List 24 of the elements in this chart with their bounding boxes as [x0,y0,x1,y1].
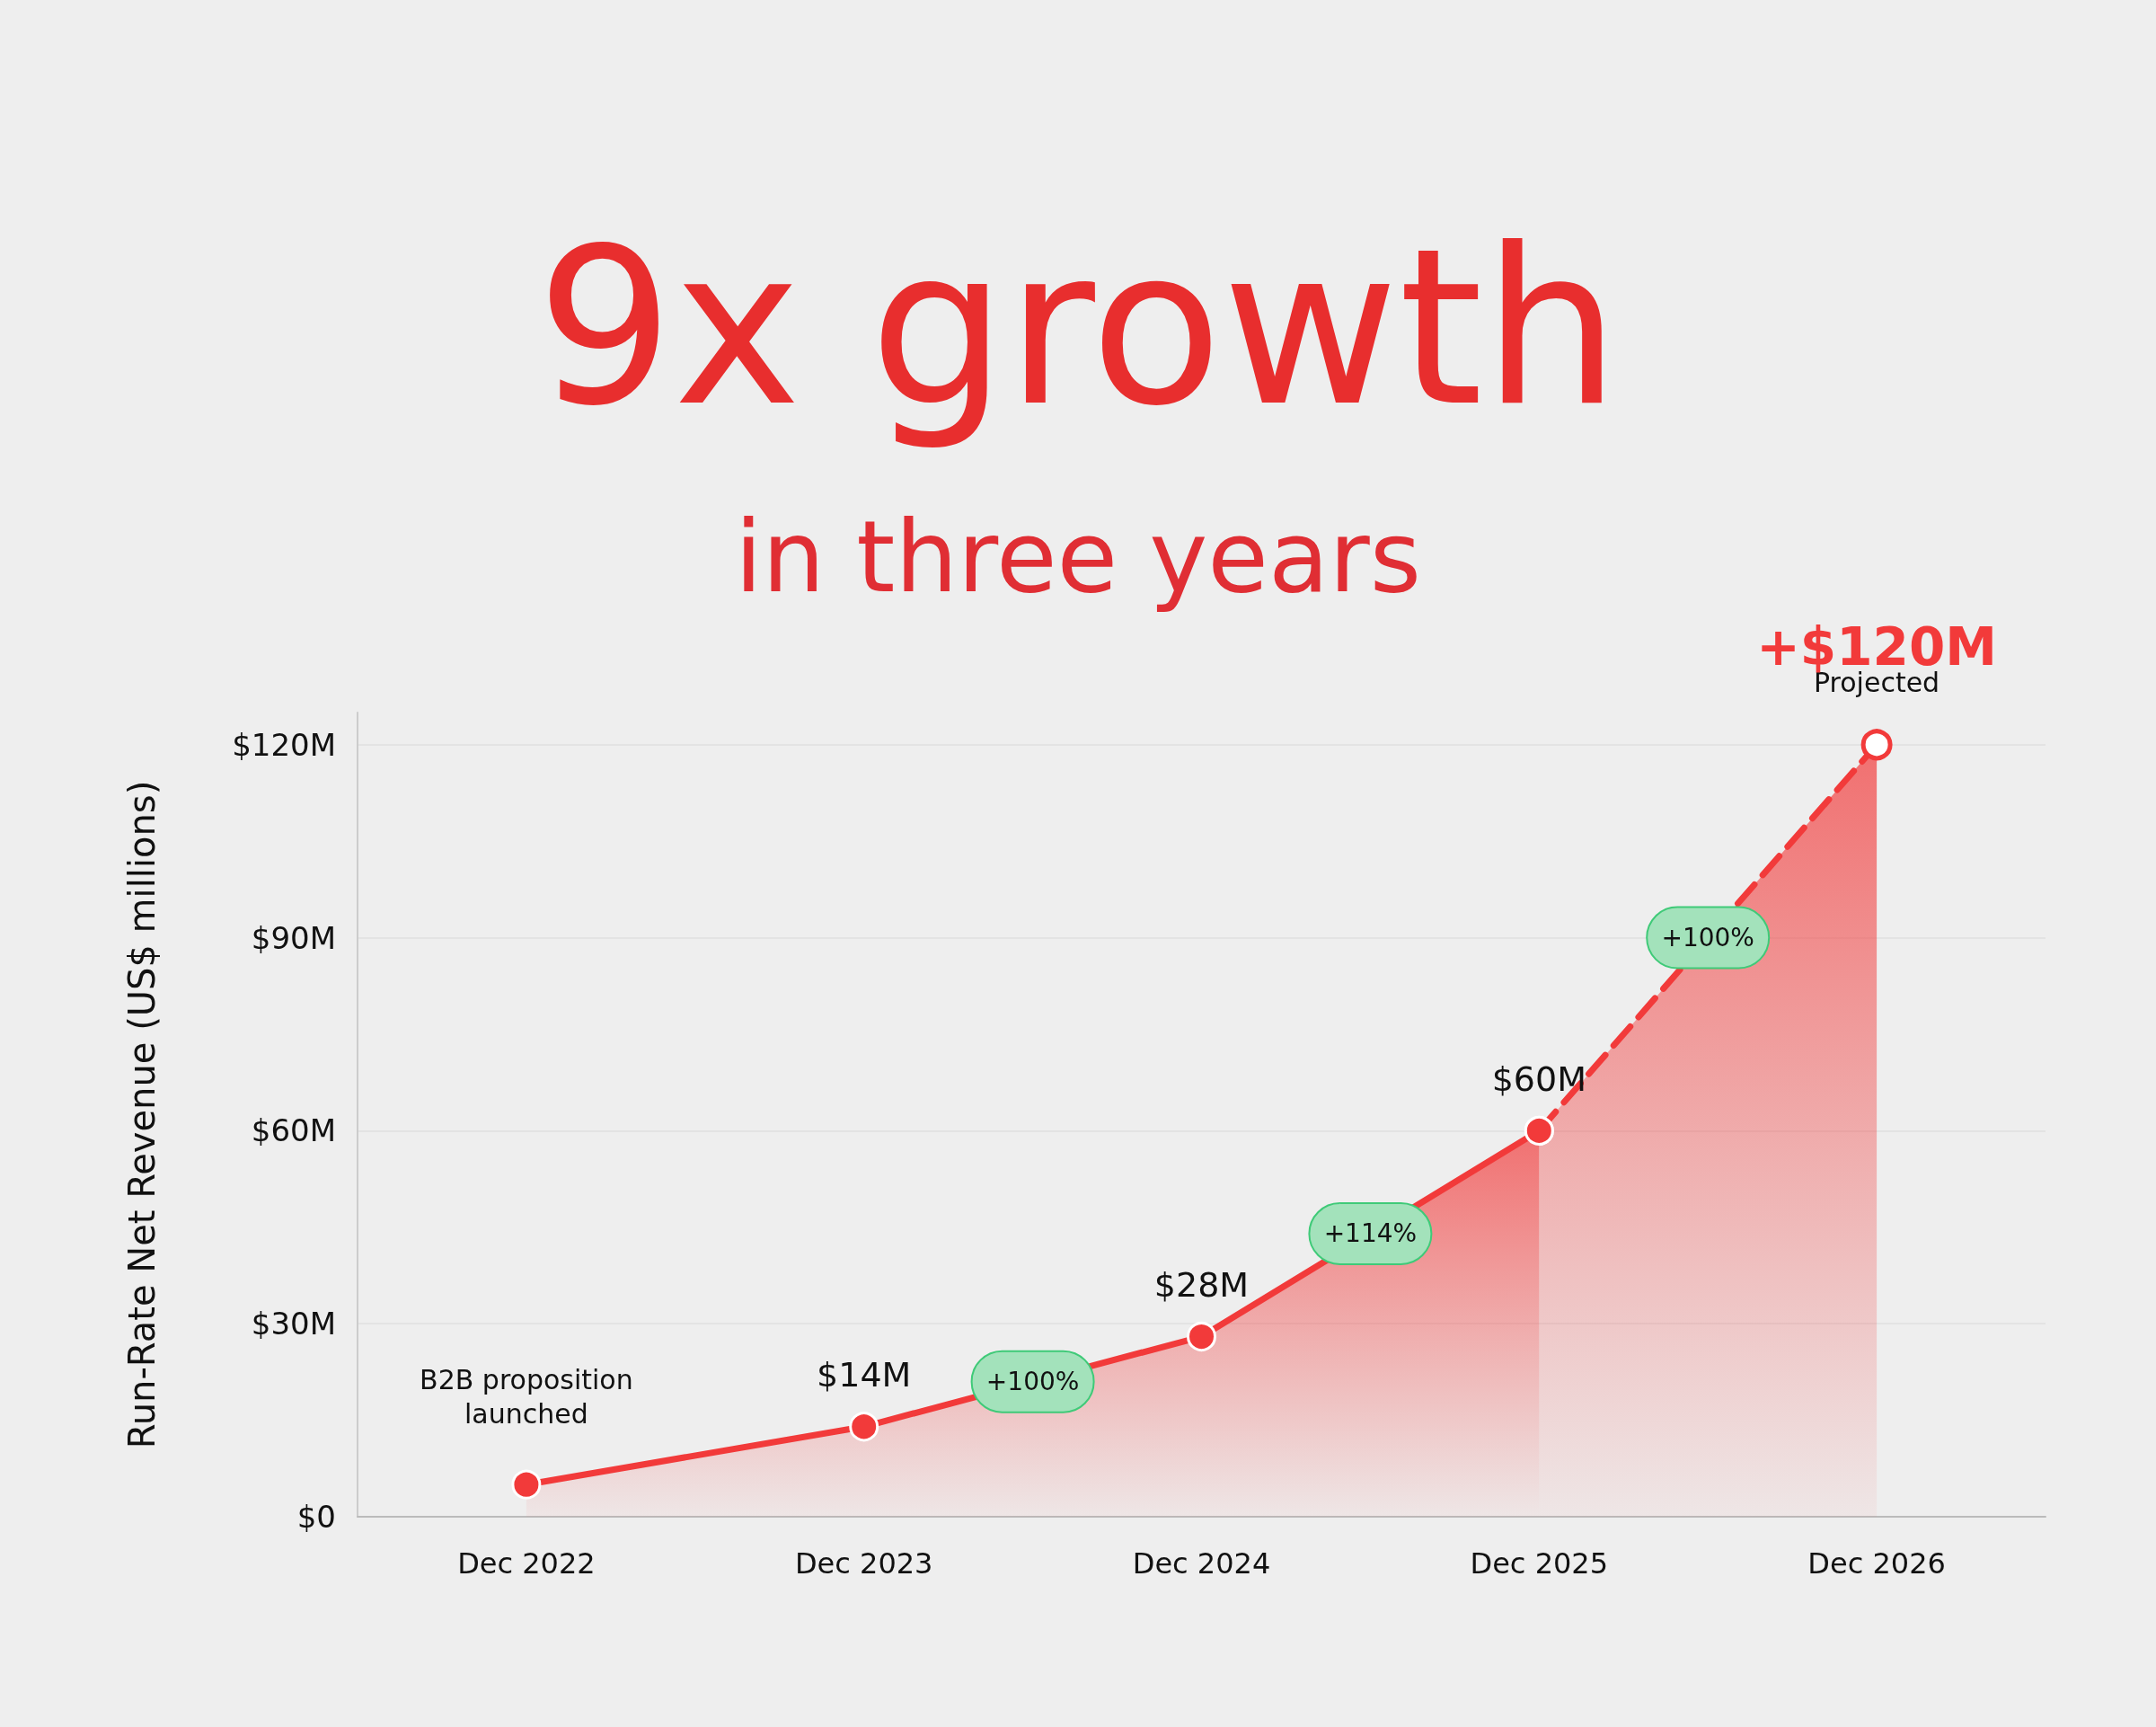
y-tick-label: $90M [251,919,336,956]
point [1187,1322,1216,1352]
chart-title: 9x growth [535,202,1621,454]
y-tick-label: $0 [296,1499,336,1535]
point [511,1469,542,1500]
annotation: +100% [1661,923,1754,953]
data-label: $14M [817,1355,912,1395]
point [1860,729,1893,761]
x-tick-label: Dec 2022 [457,1546,596,1581]
y-axis-title: Run-Rate Net Revenue (US$ millions) [121,780,163,1449]
y-tick-label: $120M [232,726,336,763]
annotation: B2B proposition launched [420,1363,633,1430]
y-tick-label: $60M [251,1112,336,1149]
x-tick-label: Dec 2024 [1132,1546,1271,1581]
x-tick-label: Dec 2023 [794,1546,933,1581]
point [849,1412,879,1442]
y-tick-label: $30M [251,1306,336,1342]
annotation: +114% [1323,1218,1418,1249]
annotation: +100% [985,1367,1080,1397]
data-label: $60M [1491,1058,1586,1099]
x-tick-label: Dec 2025 [1470,1546,1609,1581]
chart-subtitle: in three years [735,500,1421,615]
x-tick-label: Dec 2026 [1807,1546,1946,1581]
data-label: $28M [1153,1265,1250,1306]
